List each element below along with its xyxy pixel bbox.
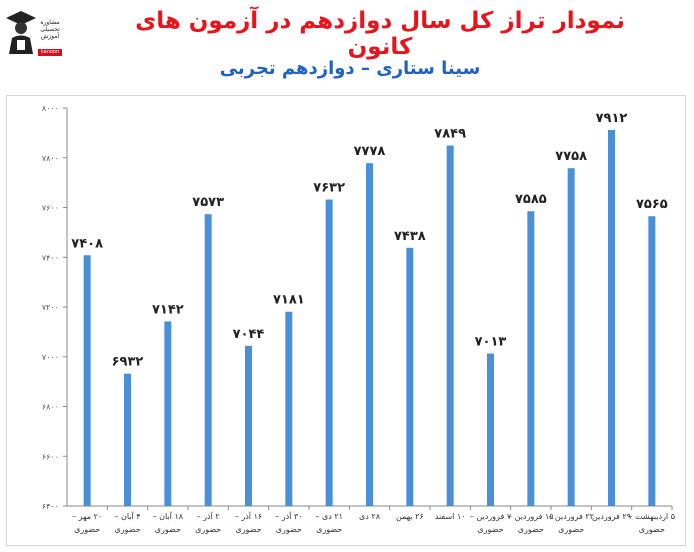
category-label: حضوری [195,525,221,534]
data-label: ۷۵۶۵ [636,197,668,212]
data-label: ۷۰۱۳ [475,335,507,350]
data-label: ۶۹۳۲ [112,355,144,370]
data-label: ۷۸۴۹ [434,127,466,142]
category-label: حضوری [316,525,342,534]
chart-subtitle: سینا ستاری – دوازدهم تجربی [219,58,481,79]
category-label: حضوری [276,525,302,534]
bar [83,255,91,506]
category-label: حضوری [639,525,665,534]
category-label: ۱۶ آذر – [235,511,262,521]
bar [487,353,494,506]
data-label: ۷۷۷۸ [354,144,386,159]
data-label: ۷۱۴۲ [152,302,184,317]
chart-frame [6,95,686,546]
bar [164,321,172,506]
logo: مشاوره تحصیلی آموزش kanoon [4,6,62,56]
category-label: ۴ آبان – [114,511,140,521]
bar [446,145,454,506]
category-label: ۷ فروردین – [470,512,512,521]
y-tick-label: ۷۸۰۰ [42,154,59,163]
y-tick-label: ۷۶۰۰ [42,204,59,213]
y-tick-label: ۶۶۰۰ [42,452,59,461]
category-label: ۲۶ بهمن [396,512,424,521]
category-label: حضوری [155,525,181,534]
category-label: ۲۱ دی – [315,512,343,521]
category-label: ۲۲ فروردین – [548,512,594,521]
category-label: ۱۰ اسفند [435,512,466,521]
bar [245,345,252,506]
category-label: ۱۸ آبان – [153,511,184,521]
data-label: ۷۵۸۵ [515,192,547,207]
category-label: حضوری [558,525,584,534]
chart-title: نمودار تراز کل سال دوازدهم در آزمون های … [135,8,625,60]
y-tick-label: ۸۰۰۰ [42,104,59,113]
category-label: ۲ آذر – [197,511,220,521]
bar [366,163,373,506]
category-label: ۳۰ آذر – [275,511,302,521]
data-label: ۷۵۷۳ [192,195,224,210]
data-label: ۷۴۳۸ [394,229,426,244]
category-label: حضوری [518,525,544,534]
data-label: ۷۱۸۱ [273,293,305,308]
category-label: ۲۰ مهر – [72,512,102,521]
y-tick-label: ۶۴۰۰ [42,502,59,511]
data-label: ۷۹۱۲ [596,111,628,126]
y-tick-label: ۷۰۰۰ [42,353,59,362]
bar [567,168,575,506]
bar [527,211,535,506]
bar [325,199,333,507]
category-label: ۲۸ دی [359,512,381,521]
category-label: حضوری [74,525,100,534]
category-label: ۲۹ فروردین [592,512,631,521]
bar [285,311,293,506]
category-label: حضوری [235,525,261,534]
y-tick-label: ۶۸۰۰ [42,403,59,412]
category-label: ۵ اردیبهشت – [629,512,675,521]
y-tick-label: ۷۴۰۰ [42,253,59,262]
data-label: ۷۰۴۴ [233,327,265,342]
logo-tag: kanoon [38,49,62,56]
data-label: ۷۴۰۸ [71,236,103,251]
y-tick-label: ۷۲۰۰ [42,303,59,312]
graduate-icon [6,11,36,54]
category-label: ۱۵ فروردین – [508,512,554,521]
data-label: ۷۶۳۲ [313,181,345,196]
bar [124,373,131,506]
bar [608,129,615,506]
bar [204,214,212,506]
logo-text: مشاوره تحصیلی آموزش [40,19,60,40]
category-label: حضوری [114,525,140,534]
category-label: حضوری [477,525,503,534]
bar [406,247,414,507]
bar [648,216,656,507]
data-label: ۷۷۵۸ [555,149,587,164]
